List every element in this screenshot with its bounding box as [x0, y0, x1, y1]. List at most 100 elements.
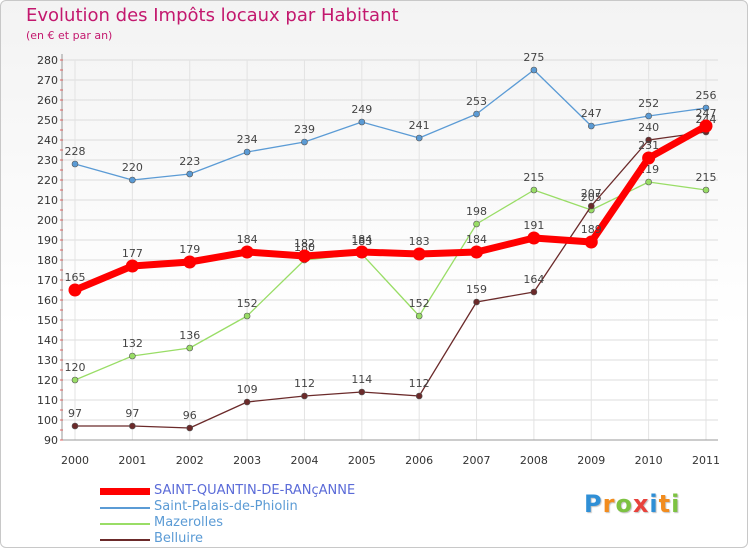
- data-point: [530, 288, 538, 296]
- data-label: 249: [351, 103, 372, 116]
- data-point: [527, 231, 541, 245]
- x-tick-label: 2003: [233, 454, 261, 467]
- data-point: [587, 202, 595, 210]
- data-label: 97: [68, 407, 82, 420]
- series-line-1: [74, 181, 707, 381]
- y-tick-label: 190: [37, 234, 58, 247]
- data-point: [473, 220, 480, 228]
- data-point: [587, 122, 595, 130]
- data-point: [699, 119, 713, 133]
- y-tick-label: 240: [37, 134, 58, 147]
- data-label: 223: [179, 155, 200, 168]
- data-point: [243, 312, 251, 320]
- y-tick-label: 200: [37, 214, 58, 227]
- data-label: 179: [179, 243, 200, 256]
- y-tick-label: 170: [37, 274, 58, 287]
- legend-swatch: [100, 539, 150, 541]
- x-tick-label: 2000: [61, 454, 89, 467]
- data-point: [645, 178, 652, 186]
- data-point: [415, 134, 423, 142]
- y-tick-label: 160: [37, 294, 58, 307]
- legend-label: SAINT-QUANTIN-DE-RANçANNE: [154, 483, 356, 498]
- data-point: [243, 148, 251, 156]
- data-point: [473, 110, 480, 118]
- data-point: [68, 283, 82, 297]
- data-point: [71, 422, 79, 430]
- data-point: [702, 186, 710, 194]
- y-tick-label: 100: [37, 414, 58, 427]
- data-label: 275: [523, 51, 544, 64]
- x-tick-label: 2010: [635, 454, 663, 467]
- chart-subtitle: (en € et par an): [26, 29, 113, 42]
- data-label: 152: [237, 297, 258, 310]
- y-tick-label: 250: [37, 114, 58, 127]
- data-point: [645, 112, 652, 120]
- data-label: 207: [581, 187, 602, 200]
- y-tick-label: 140: [37, 334, 58, 347]
- data-point: [243, 398, 251, 406]
- logo-letter: P: [584, 490, 603, 518]
- y-tick-label: 270: [37, 74, 58, 87]
- data-point: [358, 388, 366, 396]
- data-label: 183: [409, 235, 430, 248]
- y-tick-label: 110: [37, 394, 58, 407]
- legend-swatch: [100, 488, 150, 495]
- data-point: [415, 312, 423, 320]
- data-label: 184: [237, 233, 258, 246]
- data-point: [584, 235, 598, 249]
- data-point: [642, 151, 656, 165]
- data-label: 247: [696, 107, 717, 120]
- data-label: 109: [237, 383, 258, 396]
- data-point: [186, 170, 194, 178]
- chart-title: Evolution des Impôts locaux par Habitant: [26, 5, 399, 26]
- data-point: [129, 422, 136, 430]
- data-label: 136: [179, 329, 200, 342]
- x-tick-label: 2009: [577, 454, 605, 467]
- data-point: [240, 245, 254, 259]
- x-tick-label: 2006: [405, 454, 433, 467]
- y-tick-label: 260: [37, 94, 58, 107]
- series-line-3: [71, 122, 710, 294]
- data-label: 191: [523, 219, 544, 232]
- data-label: 132: [122, 337, 143, 350]
- data-label: 247: [581, 107, 602, 120]
- data-label: 177: [122, 247, 143, 260]
- data-label: 241: [409, 119, 430, 132]
- data-point: [129, 352, 136, 360]
- legend-label: Mazerolles: [154, 515, 224, 530]
- data-point: [470, 245, 484, 259]
- data-label: 120: [65, 361, 86, 374]
- y-tick-label: 280: [37, 54, 58, 67]
- y-tick-label: 120: [37, 374, 58, 387]
- data-label: 252: [638, 97, 659, 110]
- x-tick-label: 2001: [118, 454, 146, 467]
- y-tick-label: 180: [37, 254, 58, 267]
- data-label: 165: [65, 271, 86, 284]
- legend-swatch: [100, 507, 150, 509]
- logo-letter: i: [649, 490, 659, 518]
- data-label: 215: [696, 171, 717, 184]
- data-point: [358, 118, 366, 126]
- data-label: 182: [294, 237, 315, 250]
- data-label: 96: [183, 409, 197, 422]
- data-label: 183: [351, 235, 372, 248]
- x-tick-label: 2011: [692, 454, 720, 467]
- logo-letter: x: [632, 490, 650, 518]
- y-tick-label: 150: [37, 314, 58, 327]
- data-point: [530, 186, 538, 194]
- data-label: 239: [294, 123, 315, 136]
- legend-swatch: [100, 523, 150, 525]
- logo-letter: t: [658, 490, 672, 518]
- data-point: [702, 104, 710, 112]
- data-point: [71, 376, 79, 384]
- data-label: 184: [466, 233, 487, 246]
- x-tick-label: 2002: [176, 454, 204, 467]
- y-tick-label: 230: [37, 154, 58, 167]
- series-line-0: [74, 69, 707, 181]
- line-chart: 90 100 110 120 130 140 150 160 170 180 190 200 210 22…: [37, 51, 720, 467]
- data-label: 159: [466, 283, 487, 296]
- x-tick-label: 2004: [290, 454, 318, 467]
- legend-label: Saint-Palais-de-Phiolin: [154, 499, 298, 514]
- data-point: [473, 298, 480, 306]
